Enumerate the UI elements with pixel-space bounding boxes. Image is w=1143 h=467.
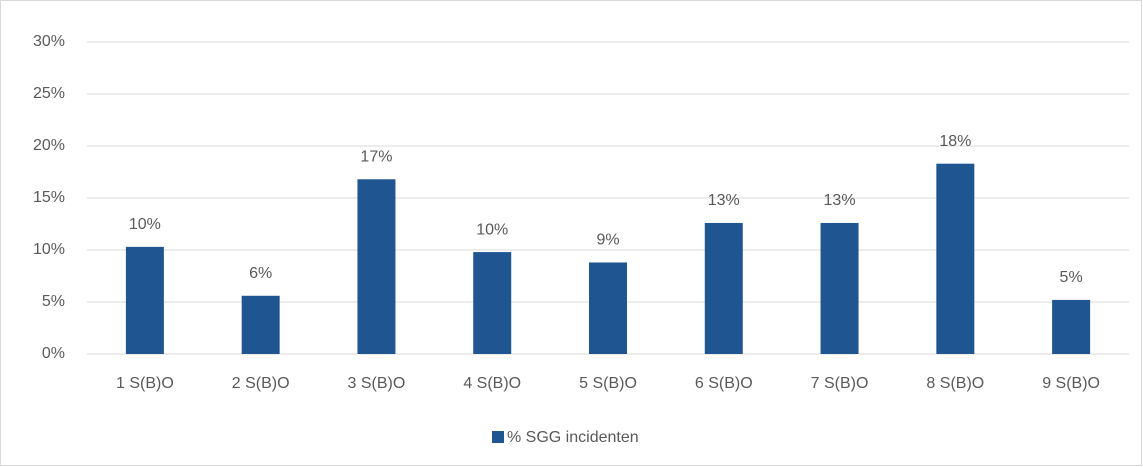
bar — [704, 222, 743, 354]
value-label: 13% — [824, 192, 856, 209]
value-label: 17% — [360, 148, 392, 165]
legend-swatch — [492, 431, 504, 443]
y-tick-label: 15% — [33, 189, 65, 206]
y-tick-label: 10% — [33, 241, 65, 258]
bar — [936, 163, 975, 354]
value-label: 18% — [939, 133, 971, 150]
bar — [241, 295, 280, 354]
y-tick-label: 30% — [33, 33, 65, 50]
value-label: 9% — [596, 232, 619, 249]
legend-label: % SGG incidenten — [507, 429, 639, 446]
x-tick-label: 3 S(B)O — [348, 375, 406, 392]
y-tick-label: 25% — [33, 85, 65, 102]
x-tick-label: 4 S(B)O — [463, 375, 521, 392]
y-tick-label: 5% — [42, 293, 65, 310]
value-label: 10% — [129, 216, 161, 233]
value-label: 6% — [249, 265, 272, 282]
x-tick-label: 6 S(B)O — [695, 375, 753, 392]
bar — [473, 252, 512, 354]
x-tick-label: 5 S(B)O — [579, 375, 637, 392]
x-tick-label: 7 S(B)O — [811, 375, 869, 392]
x-tick-label: 9 S(B)O — [1042, 375, 1100, 392]
bar — [125, 246, 164, 354]
bar — [820, 222, 859, 354]
y-tick-label: 20% — [33, 137, 65, 154]
bar — [589, 262, 627, 354]
x-tick-label: 1 S(B)O — [116, 375, 174, 392]
value-label: 13% — [708, 192, 740, 209]
y-tick-label: 0% — [42, 345, 65, 362]
x-tick-label: 2 S(B)O — [232, 375, 290, 392]
value-label: 10% — [476, 221, 508, 238]
bar — [1052, 299, 1091, 354]
value-label: 5% — [1060, 269, 1083, 286]
x-tick-label: 8 S(B)O — [926, 375, 984, 392]
bar — [357, 179, 396, 354]
